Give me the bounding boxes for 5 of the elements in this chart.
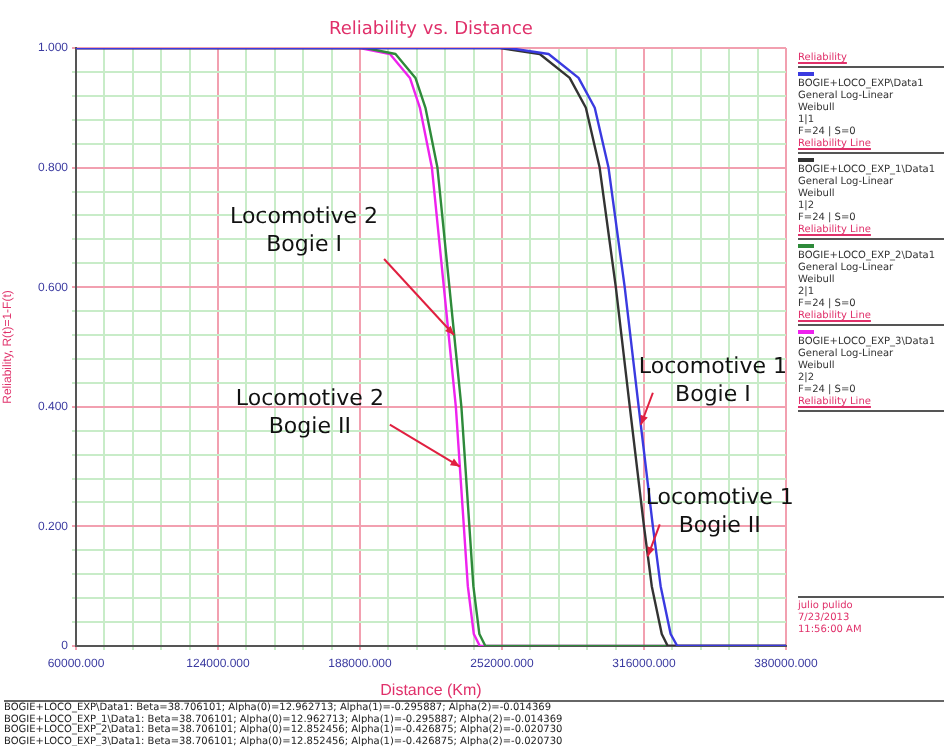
x-axis-title: Distance (Km) [380,680,483,699]
annotation: Locomotive 1 Bogie I [638,352,787,407]
annotation: Locomotive 2 Bogie II [235,384,384,439]
chart-title: Reliability vs. Distance [329,20,534,40]
annotation: Locomotive 2 Bogie I [230,203,379,258]
